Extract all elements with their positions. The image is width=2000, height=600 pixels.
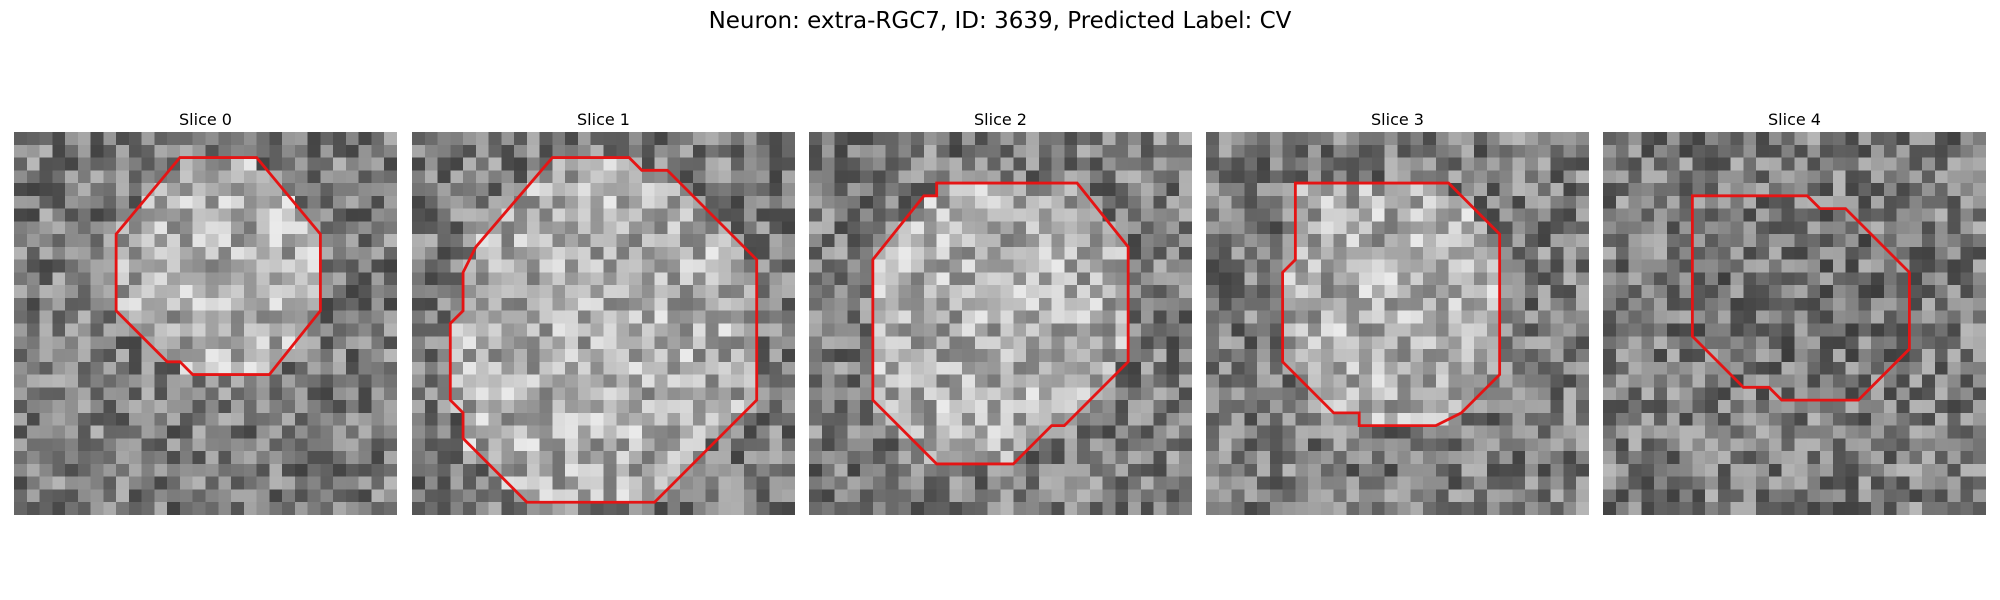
roi-polygon	[448, 156, 759, 504]
slice-panel-0: Slice 0	[14, 108, 397, 515]
slice-title: Slice 2	[974, 110, 1027, 129]
roi-polygon	[1281, 181, 1502, 428]
slice-image	[1206, 132, 1589, 515]
slice-title: Slice 4	[1768, 110, 1821, 129]
roi-outline	[1690, 194, 1911, 402]
slice-panel-4: Slice 4	[1603, 108, 1986, 515]
slice-title: Slice 1	[577, 110, 630, 129]
slice-panel-3: Slice 3	[1206, 108, 1589, 515]
roi-outline	[448, 156, 759, 504]
slice-panel-2: Slice 2	[809, 108, 1192, 515]
slice-title: Slice 3	[1371, 110, 1424, 129]
roi-outline	[871, 181, 1130, 466]
roi-polygon	[1690, 194, 1911, 402]
slice-image	[14, 132, 397, 515]
roi-outline	[1281, 181, 1502, 428]
roi-polygon	[114, 156, 322, 376]
slice-title: Slice 0	[179, 110, 232, 129]
slice-panel-1: Slice 1	[412, 108, 795, 515]
figure-title: Neuron: extra-RGC7, ID: 3639, Predicted …	[708, 8, 1292, 34]
roi-polygon	[871, 181, 1130, 466]
roi-outline	[114, 156, 322, 376]
